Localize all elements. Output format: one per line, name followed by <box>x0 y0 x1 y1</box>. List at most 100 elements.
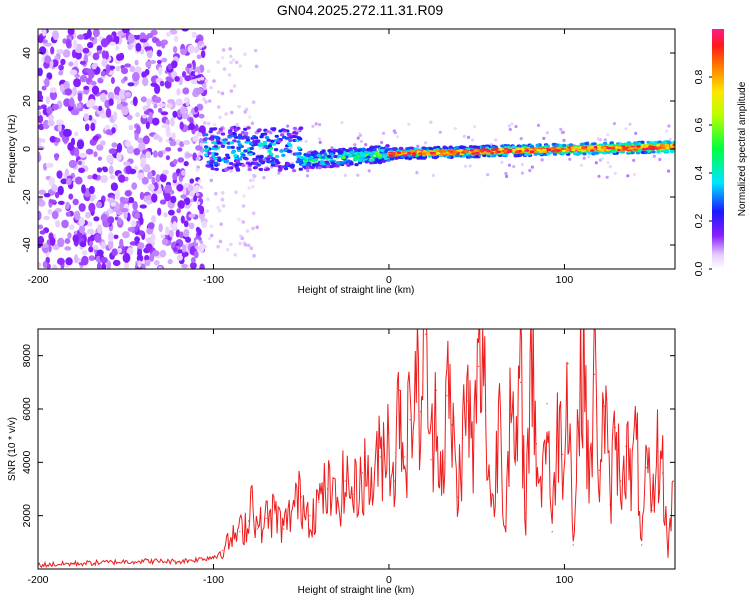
snr-point <box>362 472 364 474</box>
heatmap-cell <box>352 158 358 162</box>
heatmap-cell <box>118 174 126 183</box>
heatmap-cell <box>318 137 322 141</box>
heatmap-cell <box>39 230 46 235</box>
heatmap-cell <box>129 65 136 73</box>
heatmap-cell <box>139 204 147 209</box>
heatmap-cell <box>575 147 580 150</box>
heatmap-cell <box>137 260 142 268</box>
snr-point <box>353 493 355 495</box>
heatmap-cell <box>475 145 481 149</box>
heatmap-cell <box>75 176 83 185</box>
snr-point <box>556 416 559 418</box>
heatmap-cell <box>165 155 170 161</box>
heatmap-cell <box>100 113 108 119</box>
heatmap-cell <box>238 64 243 68</box>
heatmap-cell <box>329 152 334 156</box>
snr-y-tick-label: 4000 <box>21 450 33 474</box>
heatmap-cell <box>209 233 214 238</box>
heatmap-cell <box>191 31 198 38</box>
heatmap-cell <box>258 159 263 163</box>
heatmap-cell <box>372 147 377 152</box>
heatmap-cell <box>185 236 192 243</box>
heatmap-cell <box>110 201 117 207</box>
heatmap-cell <box>78 203 86 212</box>
heatmap-cell <box>516 147 521 151</box>
heatmap-cell <box>72 198 79 206</box>
heatmap-cell <box>568 157 572 161</box>
heatmap-cell <box>386 158 391 162</box>
snr-point <box>430 459 432 461</box>
heatmap-cell <box>259 154 264 158</box>
heatmap-cell <box>267 144 272 148</box>
heatmap-cell <box>291 134 296 138</box>
heatmap-cell <box>159 173 167 183</box>
heatmap-cell <box>77 160 83 166</box>
heatmap-cell <box>546 148 552 151</box>
heatmap-cell <box>82 47 90 54</box>
heatmap-cell <box>243 149 248 153</box>
heatmap-y-axis-label: Frequency (Hz) <box>7 115 18 184</box>
heatmap-cell <box>267 154 272 158</box>
heatmap-cell <box>74 131 79 137</box>
snr-x-tick-label: 100 <box>556 574 574 586</box>
heatmap-cell <box>392 129 396 133</box>
heatmap-cell <box>280 165 285 169</box>
heatmap-cell <box>243 52 247 56</box>
heatmap-cell <box>592 142 597 146</box>
heatmap-cell <box>382 131 386 135</box>
heatmap-cell <box>200 76 205 81</box>
heatmap-cell <box>236 126 241 130</box>
heatmap-cell <box>69 69 78 76</box>
heatmap-cell <box>357 149 362 153</box>
heatmap-cell <box>74 147 80 158</box>
heatmap-cell <box>667 124 671 128</box>
heatmap-cell <box>415 171 419 175</box>
snr-point <box>488 475 490 477</box>
heatmap-cell <box>239 234 243 239</box>
heatmap-cell <box>504 171 508 176</box>
heatmap-cell <box>97 77 104 84</box>
heatmap-cell <box>255 155 261 159</box>
heatmap-cell <box>253 48 258 53</box>
heatmap-cell <box>165 31 172 37</box>
heatmap-cell <box>672 143 675 146</box>
heatmap-cell <box>348 147 353 151</box>
heatmap-cell <box>264 136 270 140</box>
heatmap-cell <box>235 60 239 65</box>
heatmap-cell <box>612 122 617 126</box>
heatmap-cell <box>46 106 53 115</box>
heatmap-cell <box>213 161 218 165</box>
heatmap-cell <box>38 67 43 77</box>
heatmap-cell <box>83 85 90 90</box>
heatmap-cell <box>161 238 169 246</box>
heatmap-cell <box>93 216 100 222</box>
snr-point <box>651 509 653 511</box>
heatmap-cell <box>127 226 135 232</box>
heatmap-cell <box>286 124 290 128</box>
heatmap-cell <box>218 138 223 143</box>
heatmap-cell <box>594 161 598 165</box>
heatmap-cell <box>308 156 313 161</box>
heatmap-cell <box>157 207 162 216</box>
heatmap-cell <box>618 142 623 146</box>
snr-point <box>404 456 406 458</box>
heatmap-cell <box>272 127 277 131</box>
heatmap-cell <box>148 112 153 118</box>
heatmap-cell <box>216 205 220 210</box>
heatmap-cell <box>492 154 497 158</box>
heatmap-cell <box>221 204 226 208</box>
heatmap-cell <box>187 184 194 192</box>
snr-point <box>604 405 606 407</box>
heatmap-cell <box>56 49 64 55</box>
heatmap-cell <box>108 148 117 155</box>
heatmap-cell <box>115 65 121 72</box>
heatmap-cell <box>166 102 173 109</box>
heatmap-cell <box>289 146 293 150</box>
heatmap-cell <box>253 136 259 140</box>
snr-y-tick-label: 6000 <box>21 397 33 421</box>
snr-point <box>239 531 241 533</box>
heatmap-cell <box>608 165 612 169</box>
chart-title: GN04.2025.272.11.31.R09 <box>277 2 444 18</box>
heatmap-cell <box>171 60 178 69</box>
heatmap-cell <box>120 101 128 107</box>
